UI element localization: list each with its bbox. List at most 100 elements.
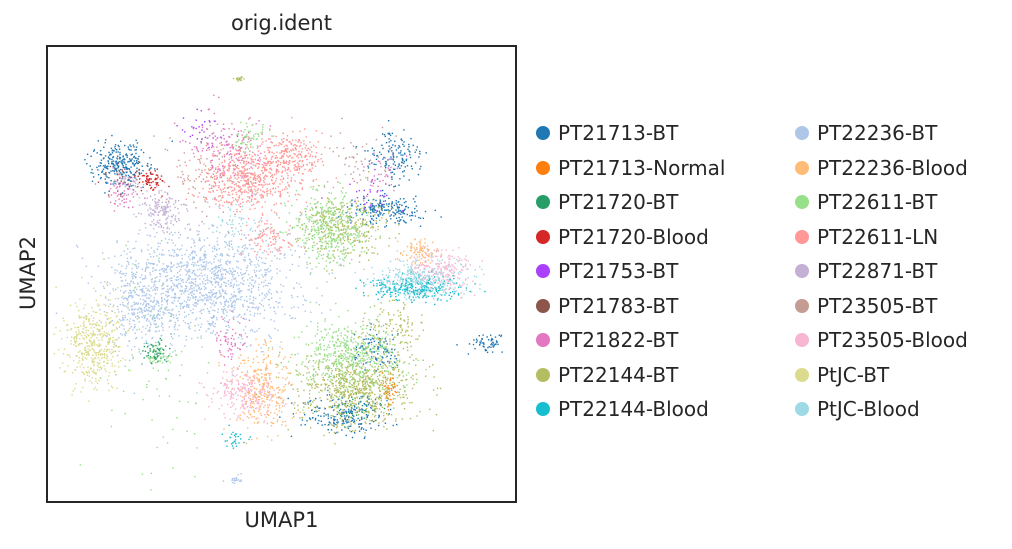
- data-point: [276, 257, 278, 260]
- data-point: [272, 176, 274, 178]
- data-point: [88, 321, 90, 323]
- data-point: [259, 194, 261, 196]
- data-point: [237, 291, 240, 293]
- data-point: [349, 380, 351, 382]
- data-point: [116, 338, 118, 341]
- data-point: [480, 340, 482, 342]
- data-point: [158, 222, 160, 224]
- data-point: [232, 274, 234, 276]
- data-point: [448, 264, 451, 266]
- data-point: [236, 135, 239, 137]
- data-point: [455, 283, 457, 285]
- data-point: [384, 417, 386, 420]
- data-point: [410, 268, 412, 270]
- data-point: [427, 250, 429, 252]
- data-point: [382, 388, 384, 390]
- data-point: [374, 369, 376, 371]
- data-point: [227, 403, 229, 405]
- data-point: [159, 308, 161, 310]
- data-point: [258, 408, 260, 410]
- data-point: [301, 212, 303, 214]
- data-point: [114, 180, 117, 183]
- data-point: [109, 351, 111, 353]
- data-point: [154, 353, 156, 356]
- data-point: [131, 276, 133, 278]
- data-point: [457, 292, 460, 295]
- data-point: [158, 360, 160, 362]
- data-point: [347, 237, 349, 240]
- data-point: [364, 387, 367, 389]
- data-point: [174, 325, 176, 327]
- data-point: [330, 367, 333, 370]
- data-point: [120, 193, 122, 195]
- data-point: [353, 224, 356, 227]
- data-point: [347, 403, 349, 405]
- data-point: [176, 276, 178, 278]
- data-point: [186, 303, 188, 305]
- data-point: [283, 254, 285, 256]
- data-point: [347, 421, 349, 423]
- data-point: [109, 317, 112, 319]
- data-point: [269, 168, 271, 170]
- data-point: [217, 195, 220, 198]
- data-point: [309, 149, 311, 151]
- data-point: [238, 442, 240, 444]
- data-point: [300, 142, 302, 144]
- data-point: [415, 149, 418, 151]
- data-point: [420, 264, 423, 266]
- data-point: [350, 330, 353, 332]
- data-point: [408, 363, 410, 365]
- data-point: [130, 292, 132, 294]
- data-point: [330, 397, 332, 399]
- data-point: [247, 265, 249, 267]
- data-point: [208, 310, 211, 312]
- data-point: [316, 349, 318, 351]
- data-point: [369, 191, 371, 193]
- data-point: [240, 479, 242, 481]
- data-point: [336, 358, 338, 360]
- data-point: [237, 230, 240, 233]
- data-point: [159, 360, 162, 362]
- data-point: [270, 269, 272, 272]
- data-point: [357, 392, 360, 394]
- data-point: [218, 408, 220, 410]
- data-point: [109, 299, 112, 301]
- data-point: [254, 331, 256, 333]
- data-point: [124, 162, 126, 164]
- data-point: [79, 338, 81, 340]
- data-point: [374, 428, 377, 431]
- data-point: [273, 310, 276, 313]
- data-point: [97, 333, 99, 336]
- data-point: [383, 284, 385, 286]
- data-point: [156, 388, 158, 390]
- data-point: [192, 281, 194, 284]
- data-point: [338, 363, 340, 365]
- data-point: [344, 236, 346, 238]
- data-point: [212, 198, 214, 200]
- data-point: [291, 226, 293, 229]
- data-point: [328, 240, 330, 242]
- data-point: [214, 323, 216, 325]
- data-point: [256, 145, 259, 147]
- data-point: [439, 387, 442, 390]
- data-point: [232, 369, 234, 372]
- data-point: [208, 173, 210, 175]
- data-point: [195, 264, 198, 267]
- data-point: [271, 142, 273, 144]
- data-point: [257, 308, 259, 311]
- data-point: [236, 78, 238, 81]
- data-point: [232, 442, 234, 444]
- data-point: [187, 178, 189, 181]
- data-point: [213, 266, 215, 269]
- data-point: [389, 319, 391, 321]
- data-point: [286, 147, 289, 150]
- data-point: [432, 270, 434, 272]
- data-point: [376, 154, 379, 157]
- data-point: [268, 248, 270, 250]
- data-point: [147, 162, 149, 165]
- data-point: [156, 353, 158, 355]
- data-point: [430, 257, 432, 259]
- data-point: [267, 384, 270, 386]
- data-point: [245, 392, 247, 394]
- data-point: [414, 151, 416, 153]
